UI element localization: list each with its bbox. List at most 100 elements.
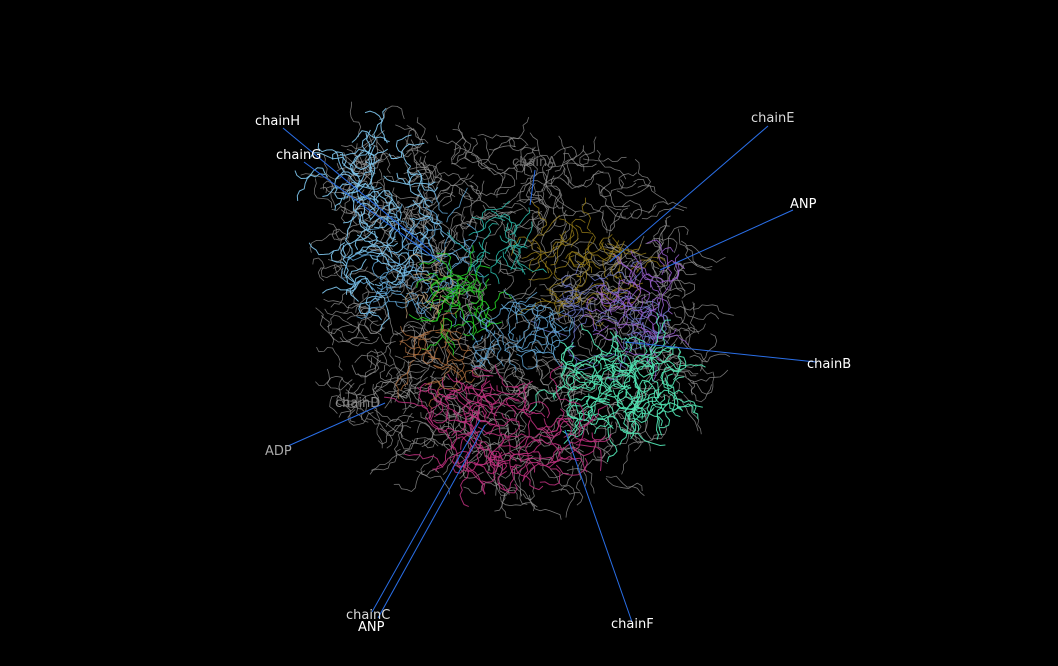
backbone-segment — [614, 320, 639, 336]
backbone-segment — [625, 260, 643, 282]
backbone-segment — [497, 470, 518, 494]
backbone-segment — [431, 239, 446, 272]
backbone-segment — [528, 239, 561, 266]
backbone-segment — [537, 191, 548, 231]
backbone-segment — [336, 167, 376, 176]
backbone-segment — [444, 338, 472, 352]
backbone-segment — [372, 195, 400, 211]
backbone-segment — [401, 268, 438, 282]
backbone-segment — [563, 433, 606, 443]
backbone-segment — [447, 344, 469, 361]
backbone-segment — [499, 235, 528, 249]
backbone-segment — [533, 327, 549, 346]
backbone-segment — [469, 411, 483, 447]
backbone-segment — [442, 173, 470, 207]
backbone-segment — [461, 374, 484, 395]
backbone-segment — [519, 221, 533, 254]
label-chainF: chainF — [611, 617, 654, 632]
backbone-segment — [626, 292, 661, 313]
backbone-segment — [564, 285, 580, 308]
backbone-segment — [412, 169, 424, 205]
backbone-segment — [366, 350, 387, 368]
backbone-segment — [673, 389, 697, 413]
backbone-segment — [590, 416, 626, 433]
backbone-segment — [507, 301, 515, 340]
backbone-segment — [294, 167, 329, 179]
backbone-segment — [398, 201, 426, 229]
backbone-segment — [511, 385, 536, 415]
backbone-segment — [538, 454, 569, 479]
backbone-segment — [527, 196, 549, 226]
backbone-segment — [621, 400, 637, 434]
backbone-segment — [693, 304, 734, 316]
backbone-segment — [397, 360, 413, 397]
backbone-segment — [467, 384, 500, 406]
backbone-segment — [464, 383, 487, 418]
backbone-segment — [513, 367, 528, 396]
backbone-segment — [529, 132, 555, 168]
backbone-segment — [619, 410, 636, 446]
backbone-segment — [441, 393, 481, 415]
backbone-segment — [445, 410, 480, 422]
backbone-segment — [550, 465, 574, 487]
backbone-segment — [476, 302, 491, 334]
backbone-segment — [581, 313, 609, 332]
backbone-segment — [562, 349, 604, 359]
backbone-segment — [525, 182, 545, 204]
backbone-segment — [428, 355, 456, 374]
backbone-segment — [406, 124, 421, 152]
backbone-segment — [352, 195, 371, 228]
backbone-segment — [617, 294, 630, 329]
backbone-segment — [525, 296, 560, 321]
backbone-segment — [310, 152, 347, 167]
backbone-segment — [508, 116, 530, 148]
backbone-segment — [507, 326, 529, 342]
backbone-segment — [612, 237, 642, 255]
backbone-segment — [666, 353, 699, 375]
backbone-segment — [332, 321, 359, 341]
backbone-segment — [395, 124, 429, 144]
backbone-segment — [332, 151, 359, 175]
backbone-segment — [628, 392, 662, 420]
backbone-segment — [420, 454, 440, 476]
backbone-segment — [552, 322, 561, 359]
backbone-segment — [440, 426, 483, 435]
backbone-segment — [362, 289, 399, 300]
backbone-segment — [494, 487, 523, 512]
backbone-segment — [426, 282, 459, 304]
backbone-segment — [638, 351, 674, 371]
backbone-segment — [422, 218, 439, 242]
backbone-segment — [453, 147, 491, 172]
backbone-segment — [456, 122, 467, 162]
label-anp-top: ANP — [790, 197, 817, 212]
backbone-segment — [356, 299, 390, 319]
backbone-segment — [655, 262, 680, 283]
backbone-segment — [472, 366, 494, 378]
backbone-segment — [592, 315, 619, 333]
backbone-segment — [630, 256, 666, 271]
backbone-segment — [348, 163, 360, 203]
backbone-segment — [323, 298, 367, 309]
backbone-segment — [566, 400, 580, 432]
backbone-segment — [366, 418, 393, 449]
backbone-segment — [499, 436, 540, 449]
backbone-segment — [365, 282, 384, 316]
backbone-segment — [422, 322, 444, 350]
backbone-segment — [371, 449, 411, 471]
backbone-segment — [384, 396, 428, 410]
backbone-segment — [431, 291, 446, 307]
backbone-segment — [566, 145, 584, 183]
backbone-segment — [482, 204, 516, 218]
backbone-segment — [446, 210, 474, 239]
backbone-segment — [426, 272, 463, 281]
backbone-segment — [479, 317, 505, 345]
backbone-segment — [613, 298, 653, 309]
backbone-segment — [479, 208, 524, 220]
backbone-segment — [407, 253, 425, 272]
backbone-segment — [489, 332, 509, 352]
label-chainE: chainE — [751, 111, 795, 126]
backbone-segment — [565, 174, 594, 189]
backbone-segment — [371, 260, 389, 280]
backbone-segment — [322, 179, 362, 197]
